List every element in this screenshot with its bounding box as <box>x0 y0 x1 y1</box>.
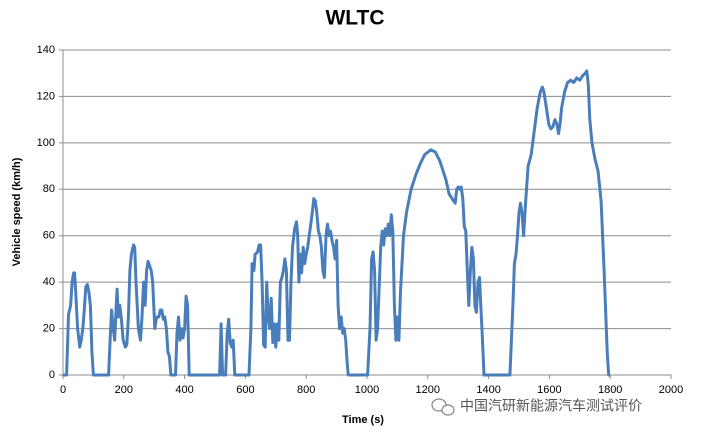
y-tick-label: 20 <box>43 322 55 334</box>
x-tick-label: 400 <box>175 384 193 396</box>
x-tick-label: 200 <box>115 384 133 396</box>
chart-title: WLTC <box>325 7 384 30</box>
x-axis-label: Time (s) <box>342 414 384 426</box>
x-tick-label: 800 <box>297 384 315 396</box>
y-tick-label: 80 <box>43 183 55 195</box>
watermark: 中国汽研新能源汽车测试评价 <box>460 398 642 414</box>
speed-line <box>63 69 611 377</box>
watermark-icon <box>431 398 455 416</box>
y-tick-label: 0 <box>49 369 55 381</box>
y-axis-label: Vehicle speed (km/h) <box>11 157 23 266</box>
y-tick-label: 140 <box>37 44 55 56</box>
y-tick-label: 60 <box>43 230 55 242</box>
x-tick-label: 1800 <box>598 384 622 396</box>
x-tick-label: 1200 <box>416 384 440 396</box>
x-tick-label: 2000 <box>659 384 683 396</box>
x-tick-label: 1000 <box>355 384 379 396</box>
x-tick-label: 1600 <box>537 384 561 396</box>
x-tick-label: 600 <box>236 384 254 396</box>
x-tick-label: 0 <box>60 384 66 396</box>
x-tick-label: 1400 <box>476 384 500 396</box>
y-tick-label: 100 <box>37 137 55 149</box>
y-tick-label: 40 <box>43 276 55 288</box>
y-tick-label: 120 <box>37 90 55 102</box>
